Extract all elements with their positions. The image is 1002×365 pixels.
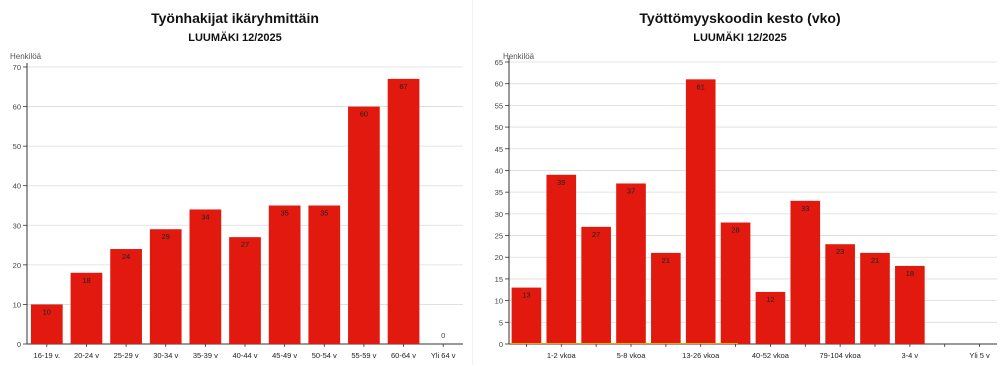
data-label: 21 <box>871 256 879 265</box>
bar <box>149 229 182 344</box>
data-label: 18 <box>82 276 90 285</box>
y-tick-label: 10 <box>495 297 503 306</box>
data-label: 24 <box>122 252 130 261</box>
data-label: 37 <box>627 186 635 195</box>
y-tick-label: 40 <box>13 182 21 191</box>
data-label: 12 <box>766 295 774 304</box>
x-tick-label: 45-49 v <box>272 351 297 360</box>
data-label: 21 <box>662 256 670 265</box>
x-tick-label: 50-54 v <box>312 351 337 360</box>
data-label: 18 <box>906 269 914 278</box>
y-tick-label: 60 <box>13 103 21 112</box>
bar <box>348 106 380 344</box>
data-label: 67 <box>399 82 407 91</box>
y-tick-label: 30 <box>495 210 503 219</box>
data-label: 13 <box>522 291 530 300</box>
y-tick-label: 15 <box>495 275 503 284</box>
bar <box>229 237 261 344</box>
x-tick-label: 79-104 vkoa <box>820 351 862 360</box>
bar <box>308 205 341 344</box>
y-tick-label: 60 <box>495 80 503 89</box>
bar <box>581 226 611 344</box>
y-tick-label: 35 <box>495 188 503 197</box>
bar <box>755 291 786 344</box>
y-tick-label: 20 <box>13 261 21 270</box>
y-tick-label: 40 <box>495 166 503 175</box>
x-tick-label: 13-26 vkoa <box>682 351 720 360</box>
bar <box>616 183 646 344</box>
x-tick-label: 5-8 vkoa <box>617 351 647 360</box>
x-tick-label: 55-59 v <box>351 351 376 360</box>
bar <box>546 174 577 344</box>
x-tick-label: Yli 64 v <box>431 351 456 360</box>
x-tick-label: 40-52 vkoa <box>752 351 790 360</box>
bar <box>387 78 420 344</box>
data-label: 34 <box>201 212 209 221</box>
data-label: 35 <box>320 209 328 218</box>
chart-title: Työttömyyskoodin kesto (vko) <box>639 10 841 26</box>
bar <box>790 200 821 344</box>
data-label: 29 <box>162 232 170 241</box>
y-tick-label: 65 <box>495 58 503 67</box>
bar <box>685 79 716 344</box>
y-tick-label: 70 <box>13 63 21 72</box>
y-tick-label: 5 <box>499 318 503 327</box>
y-tick-label: 55 <box>495 101 503 110</box>
data-label: 10 <box>43 307 51 316</box>
bar <box>895 265 925 344</box>
bar <box>110 249 142 344</box>
x-tick-label: 25-29 v <box>114 351 139 360</box>
y-tick-label: 10 <box>13 300 21 309</box>
data-label: 23 <box>836 247 844 256</box>
y-tick-label: 45 <box>495 145 503 154</box>
bar <box>30 304 63 344</box>
panel-divider <box>472 0 473 365</box>
y-tick-label: 50 <box>13 142 21 151</box>
y-tick-label: 0 <box>499 340 503 349</box>
chart-title: Työnhakijat ikäryhmittäin <box>151 10 319 26</box>
x-tick-label: 16-19 v. <box>34 351 61 360</box>
data-label: 28 <box>731 226 739 235</box>
x-tick-label: 3-4 v <box>902 351 919 360</box>
x-tick-label: 40-44 v <box>232 351 257 360</box>
y-tick-label: 20 <box>495 253 503 262</box>
data-label: 61 <box>697 82 705 91</box>
data-label: 33 <box>801 204 809 213</box>
data-label: 35 <box>280 209 288 218</box>
age-group-chart-panel: Työnhakijat ikäryhmittäin LUUMÄKI 12/202… <box>0 0 470 365</box>
duration-bar-chart: 0 5 10 15 20 25 30 35 40 45 50 55 60 65 13 39 1-2 vkoa 27… <box>495 58 997 360</box>
bar <box>860 252 890 344</box>
data-label: 27 <box>241 240 249 249</box>
chart-subtitle: LUUMÄKI 12/2025 <box>693 32 787 44</box>
data-label: 27 <box>592 230 600 239</box>
x-tick-label: 35-39 v <box>193 351 218 360</box>
age-group-bar-chart: 0 10 20 30 40 50 60 70 10 16-19 v. 18 20-24 v 24 25-2… <box>13 63 463 360</box>
bar <box>511 287 542 344</box>
bar <box>720 222 751 344</box>
y-tick-label: 25 <box>495 232 503 241</box>
x-tick-label: 60-64 v <box>391 351 416 360</box>
bar <box>825 244 855 344</box>
x-tick-label: 1-2 vkoa <box>547 351 577 360</box>
y-tick-label: 0 <box>17 340 21 349</box>
chart-subtitle: LUUMÄKI 12/2025 <box>188 32 282 44</box>
duration-chart-panel: Työttömyyskoodin kesto (vko) LUUMÄKI 12/… <box>478 0 1002 365</box>
y-axis-label: Henkilöä <box>503 52 535 61</box>
y-tick-label: 30 <box>13 221 21 230</box>
x-tick-label: 30-34 v <box>153 351 178 360</box>
x-tick-label: 20-24 v <box>74 351 99 360</box>
bar <box>189 209 222 344</box>
bar <box>268 205 301 344</box>
data-label: 39 <box>557 178 565 187</box>
x-tick-label: Yli 5 v <box>969 351 990 360</box>
data-label: 60 <box>360 110 368 119</box>
bar <box>651 252 681 344</box>
y-tick-label: 50 <box>495 123 503 132</box>
y-axis-label: Henkilöä <box>10 52 42 61</box>
data-label: 0 <box>441 331 445 340</box>
bar <box>70 272 103 344</box>
